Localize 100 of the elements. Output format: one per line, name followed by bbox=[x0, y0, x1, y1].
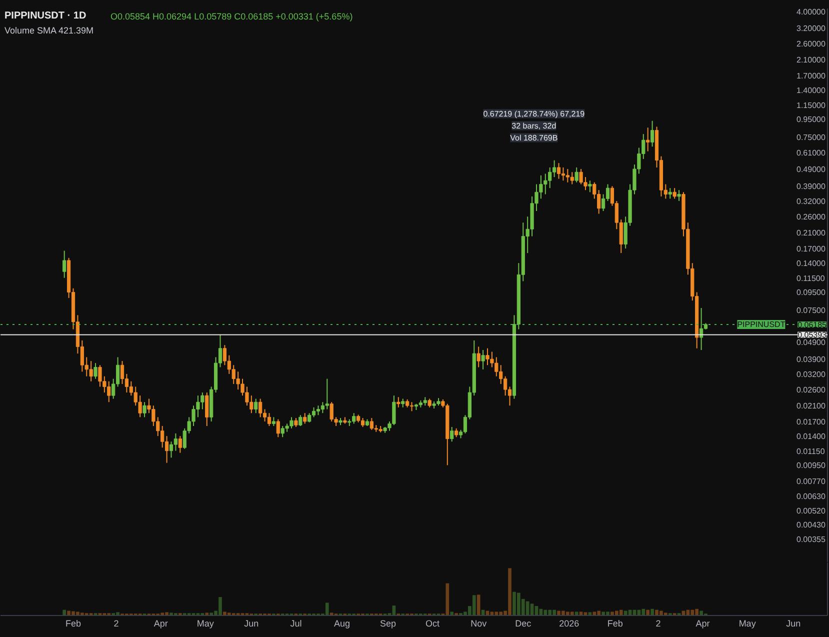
candlestick bbox=[312, 406, 316, 418]
candlestick bbox=[561, 166, 566, 182]
candlestick bbox=[574, 166, 578, 183]
candlestick bbox=[668, 188, 672, 200]
y-tick-label: 0.03900 bbox=[796, 355, 826, 364]
y-tick-label: 2.10000 bbox=[796, 56, 826, 65]
candlestick bbox=[62, 250, 66, 278]
y-tick-label: 0.00630 bbox=[796, 492, 826, 502]
y-tick-label: 1.15000 bbox=[796, 100, 826, 110]
y-tick-label: 0.01150 bbox=[796, 446, 826, 456]
y-tick-label: 4.00000 bbox=[796, 7, 826, 16]
bar bbox=[446, 583, 450, 616]
bar bbox=[526, 601, 530, 616]
y-tick-label: 0.04900 bbox=[796, 338, 826, 347]
y-tick-label: 0.32000 bbox=[796, 196, 826, 206]
bar bbox=[450, 612, 454, 616]
y-tick-label: 0.03200 bbox=[796, 370, 826, 379]
candlestick bbox=[120, 360, 124, 384]
candlestick bbox=[222, 344, 227, 366]
y-tick-label: 0.14000 bbox=[796, 259, 826, 268]
x-tick-label: 2026 bbox=[559, 618, 580, 628]
y-tick-label: 2.60000 bbox=[796, 40, 826, 49]
ref-line-label: 0.05393 bbox=[798, 330, 828, 340]
candlestick bbox=[258, 398, 262, 418]
candlestick bbox=[570, 172, 574, 185]
y-tick-label: 0.75000 bbox=[796, 133, 826, 142]
y-tick-label: 3.20000 bbox=[796, 24, 826, 34]
candlestick bbox=[142, 402, 146, 418]
candlestick bbox=[677, 190, 681, 202]
candlestick bbox=[481, 350, 485, 370]
y-tick-label: 0.17000 bbox=[796, 244, 826, 254]
bar bbox=[544, 610, 548, 616]
bar bbox=[646, 610, 650, 616]
candlestick bbox=[308, 412, 312, 423]
candlestick bbox=[556, 162, 561, 180]
bar bbox=[494, 612, 498, 616]
x-tick-label: Feb bbox=[66, 618, 82, 628]
x-tick-label: Sep bbox=[380, 618, 396, 628]
y-tick-label: 0.49000 bbox=[796, 164, 826, 174]
bar bbox=[62, 610, 66, 616]
candlestick bbox=[276, 418, 280, 438]
bar bbox=[476, 594, 480, 616]
candlestick bbox=[672, 188, 676, 200]
x-tick-label: Apr bbox=[696, 618, 710, 628]
x-tick-label: Oct bbox=[426, 618, 440, 628]
bar bbox=[205, 612, 209, 616]
y-tick-label: 0.39000 bbox=[796, 182, 826, 192]
candlestick bbox=[396, 396, 400, 408]
y-tick-label: 0.00430 bbox=[796, 520, 826, 530]
chart-title: PIPPINUSDT · 1D bbox=[4, 10, 86, 22]
x-tick-label: Nov bbox=[470, 618, 488, 628]
bar bbox=[690, 610, 694, 616]
chart-subtitle: O0.05854 H0.06294 L0.05789 C0.06185 +0.00331 (+5.65%) bbox=[110, 12, 353, 22]
bar bbox=[472, 595, 476, 616]
y-tick-label: 0.00950 bbox=[796, 461, 826, 470]
y-tick-label: 0.07500 bbox=[796, 306, 826, 315]
bar bbox=[642, 608, 646, 616]
bar bbox=[570, 612, 574, 616]
y-tick-label: 0.00355 bbox=[796, 535, 826, 544]
y-tick-label: 0.02600 bbox=[796, 386, 826, 395]
annotation: Volume SMA 421.39M bbox=[4, 26, 94, 36]
candlestick bbox=[316, 405, 320, 416]
candlestick bbox=[94, 362, 98, 380]
y-tick-label: 0.95000 bbox=[796, 115, 826, 124]
candlestick bbox=[267, 412, 272, 427]
bar bbox=[619, 610, 623, 616]
x-tick-label: May bbox=[738, 618, 756, 628]
candlestick bbox=[169, 441, 174, 458]
y-tick-label: 1.70000 bbox=[796, 72, 826, 81]
candlestick bbox=[646, 127, 650, 152]
x-tick-label: Dec bbox=[515, 618, 532, 628]
y-tick-label: 0.01700 bbox=[796, 417, 826, 426]
x-tick-label: Aug bbox=[334, 618, 350, 628]
y-tick-label: 1.40000 bbox=[796, 86, 826, 96]
y-tick-label: 0.61000 bbox=[796, 148, 826, 158]
bar bbox=[664, 612, 668, 616]
y-tick-label: 0.02100 bbox=[796, 402, 826, 411]
x-tick-label: Apr bbox=[154, 618, 168, 628]
y-tick-label: 0.11500 bbox=[796, 274, 826, 283]
candlestick bbox=[650, 120, 654, 148]
x-tick-label: 2 bbox=[656, 618, 661, 628]
candlestick bbox=[588, 180, 592, 193]
candlestick bbox=[476, 346, 480, 368]
x-tick-label: 2 bbox=[114, 618, 119, 628]
y-tick-label: 0.21000 bbox=[796, 228, 826, 238]
bar bbox=[210, 612, 214, 616]
x-tick-label: Feb bbox=[607, 618, 623, 628]
candlestick bbox=[178, 436, 182, 454]
annotation: 0.67219 (1,278.74%) 67,219 32 bars, 32d Vol 188.769B bbox=[483, 109, 586, 142]
x-tick-label: Jun bbox=[244, 618, 259, 628]
candlestick bbox=[174, 432, 178, 452]
bar bbox=[650, 608, 654, 616]
candlestick bbox=[450, 426, 454, 442]
candlestick bbox=[254, 398, 258, 414]
y-tick-label: 0.00520 bbox=[796, 506, 826, 516]
bar bbox=[330, 612, 334, 616]
x-tick-label: May bbox=[196, 618, 214, 628]
y-tick-label: 0.00770 bbox=[796, 476, 826, 486]
candlestick bbox=[205, 392, 209, 427]
candlestick bbox=[325, 378, 329, 410]
